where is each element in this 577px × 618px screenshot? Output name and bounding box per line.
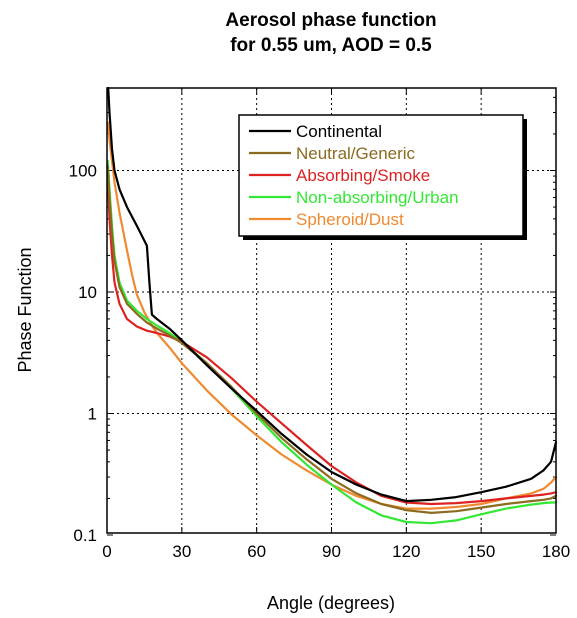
- legend-label: Non-absorbing/Urban: [296, 188, 459, 207]
- x-tick-label: 60: [247, 542, 266, 561]
- axis-ticks: 0 30 60 90 120 150 180 0.1 1 10 100: [69, 88, 570, 561]
- x-tick-label: 30: [172, 542, 191, 561]
- legend-label: Absorbing/Smoke: [296, 166, 430, 185]
- series-line-spheroid-dust: [106, 121, 558, 510]
- y-tick-label: 0.1: [73, 526, 97, 545]
- chart-title: Aerosol phase function: [225, 10, 436, 31]
- x-tick-label: 180: [542, 542, 570, 561]
- x-tick-label: 120: [392, 542, 420, 561]
- y-tick-label: 100: [69, 162, 97, 181]
- grid-lines: [107, 88, 556, 533]
- legend-label: Spheroid/Dust: [296, 210, 404, 229]
- plot-frame: [106, 87, 557, 534]
- chart-subtitle: for 0.55 um, AOD = 0.5: [230, 35, 432, 56]
- legend-label: Continental: [296, 122, 382, 141]
- data-series: [106, 86, 558, 525]
- x-axis-label: Angle (degrees): [267, 593, 395, 613]
- series-line-neutral-generic: [106, 164, 558, 515]
- legend-label: Neutral/Generic: [296, 144, 416, 163]
- y-tick-label: 1: [88, 405, 97, 424]
- y-axis-label: Phase Function: [15, 247, 35, 372]
- x-tick-label: 0: [102, 542, 111, 561]
- series-line-absorbing-smoke: [106, 175, 558, 506]
- series-line-non-absorbing-urban: [106, 159, 558, 525]
- x-tick-label: 90: [322, 542, 341, 561]
- y-tick-label: 10: [78, 283, 97, 302]
- legend: Continental Neutral/Generic Absorbing/Smok…: [238, 114, 527, 240]
- x-tick-label: 150: [467, 542, 495, 561]
- series-line-continental: [107, 86, 558, 503]
